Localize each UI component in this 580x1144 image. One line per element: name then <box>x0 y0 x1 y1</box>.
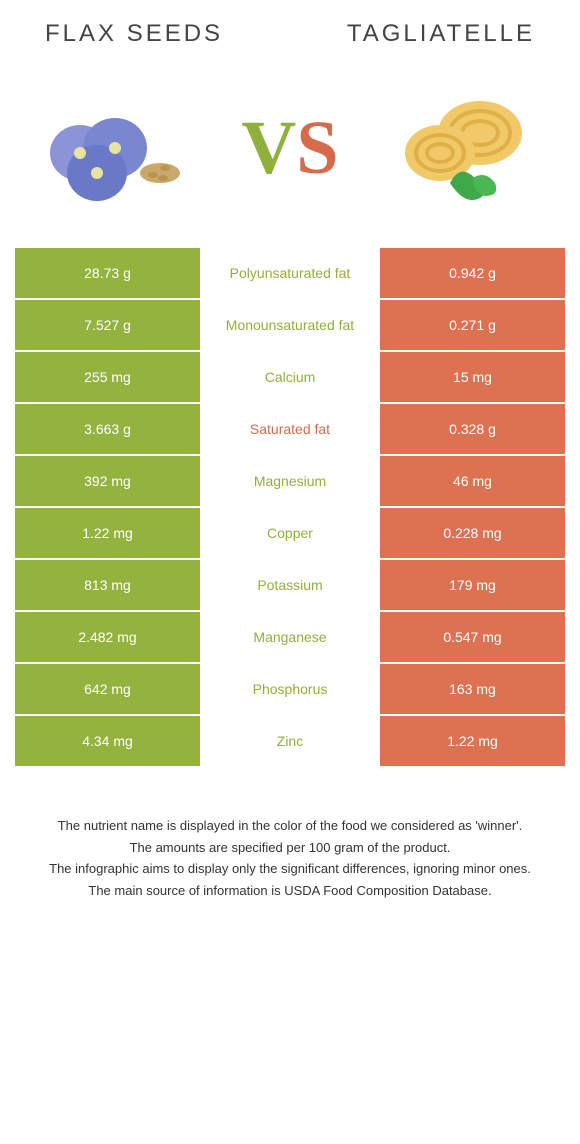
nutrient-label: Potassium <box>200 560 380 610</box>
vs-s: S <box>296 106 338 190</box>
right-value: 179 mg <box>380 560 565 610</box>
nutrient-label: Saturated fat <box>200 404 380 454</box>
nutrient-label: Zinc <box>200 716 380 766</box>
table-row: 255 mgCalcium15 mg <box>15 352 565 402</box>
left-value: 642 mg <box>15 664 200 714</box>
table-row: 28.73 gPolyunsaturated fat0.942 g <box>15 248 565 298</box>
notes-block: The nutrient name is displayed in the co… <box>15 816 565 900</box>
tagliatelle-image <box>385 78 555 218</box>
hero-row: VS <box>15 58 565 248</box>
left-value: 392 mg <box>15 456 200 506</box>
left-value: 28.73 g <box>15 248 200 298</box>
right-food-title: TAGLIATELLE <box>347 20 535 48</box>
note-line: The main source of information is USDA F… <box>35 881 545 901</box>
table-row: 642 mgPhosphorus163 mg <box>15 664 565 714</box>
table-row: 392 mgMagnesium46 mg <box>15 456 565 506</box>
left-value: 3.663 g <box>15 404 200 454</box>
flax-seeds-image <box>25 78 195 218</box>
left-food-title: FLAX SEEDS <box>45 20 223 48</box>
table-row: 3.663 gSaturated fat0.328 g <box>15 404 565 454</box>
right-value: 0.228 mg <box>380 508 565 558</box>
nutrient-label: Manganese <box>200 612 380 662</box>
note-line: The nutrient name is displayed in the co… <box>35 816 545 836</box>
right-value: 163 mg <box>380 664 565 714</box>
note-line: The amounts are specified per 100 gram o… <box>35 838 545 858</box>
table-row: 2.482 mgManganese0.547 mg <box>15 612 565 662</box>
table-row: 813 mgPotassium179 mg <box>15 560 565 610</box>
nutrient-label: Polyunsaturated fat <box>200 248 380 298</box>
nutrient-table: 28.73 gPolyunsaturated fat0.942 g7.527 g… <box>15 248 565 766</box>
left-value: 2.482 mg <box>15 612 200 662</box>
nutrient-label: Calcium <box>200 352 380 402</box>
right-value: 0.271 g <box>380 300 565 350</box>
left-value: 7.527 g <box>15 300 200 350</box>
nutrient-label: Copper <box>200 508 380 558</box>
right-value: 0.328 g <box>380 404 565 454</box>
right-value: 1.22 mg <box>380 716 565 766</box>
nutrient-label: Monounsaturated fat <box>200 300 380 350</box>
table-row: 7.527 gMonounsaturated fat0.271 g <box>15 300 565 350</box>
note-line: The infographic aims to display only the… <box>35 859 545 879</box>
vs-v: V <box>241 106 296 190</box>
left-value: 1.22 mg <box>15 508 200 558</box>
nutrient-label: Magnesium <box>200 456 380 506</box>
table-row: 1.22 mgCopper0.228 mg <box>15 508 565 558</box>
title-row: FLAX SEEDS TAGLIATELLE <box>15 20 565 58</box>
left-value: 4.34 mg <box>15 716 200 766</box>
left-value: 813 mg <box>15 560 200 610</box>
left-value: 255 mg <box>15 352 200 402</box>
right-value: 15 mg <box>380 352 565 402</box>
right-value: 46 mg <box>380 456 565 506</box>
table-row: 4.34 mgZinc1.22 mg <box>15 716 565 766</box>
right-value: 0.547 mg <box>380 612 565 662</box>
vs-label: VS <box>241 105 338 192</box>
nutrient-label: Phosphorus <box>200 664 380 714</box>
right-value: 0.942 g <box>380 248 565 298</box>
